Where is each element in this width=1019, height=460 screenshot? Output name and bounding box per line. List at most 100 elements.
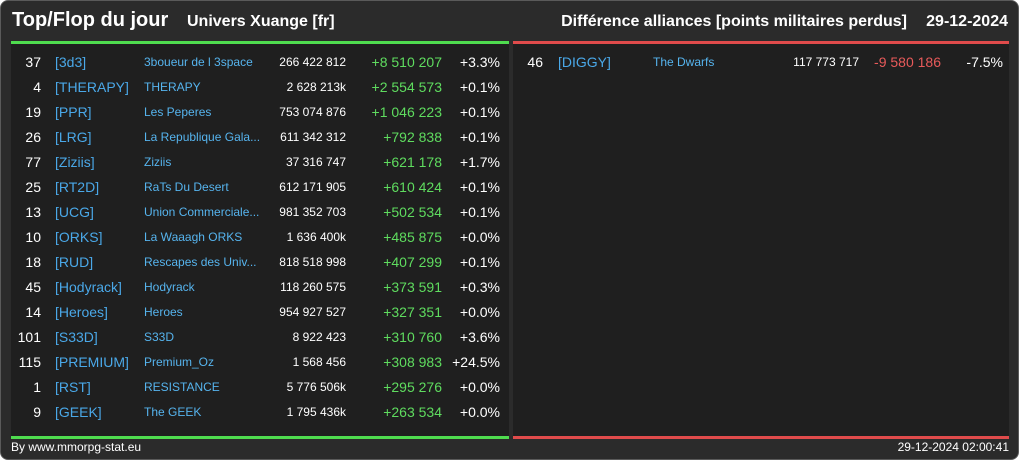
alliance-rank: 45: [25, 279, 41, 295]
update-timestamp: 29-12-2024 02:00:41: [897, 440, 1009, 454]
alliance-rank: 101: [17, 329, 41, 345]
alliance-tag-link[interactable]: [THERAPY]: [55, 79, 129, 95]
alliance-rank: 115: [18, 354, 41, 370]
alliance-tag-link[interactable]: [ORKS]: [55, 229, 103, 245]
top-row: 101 [S33D] S33D 8 922 423 +310 760 +3.6%: [11, 325, 509, 350]
alliance-points: 1 568 456: [292, 355, 346, 369]
percent-change: +0.0%: [459, 404, 500, 420]
alliance-points: 8 922 423: [292, 330, 346, 344]
alliance-points: 612 171 905: [279, 180, 346, 194]
alliance-name-link[interactable]: Rescapes des Univ...: [144, 255, 257, 269]
percent-change: +3.3%: [459, 54, 500, 70]
alliance-points: 118 260 575: [280, 280, 346, 294]
percent-change: +24.5%: [452, 354, 500, 370]
credit-text: By www.mmorpg-stat.eu: [11, 440, 142, 454]
points-difference: +1 046 223: [371, 104, 442, 120]
alliance-tag-link[interactable]: [DIGGY]: [558, 54, 611, 70]
points-difference: +263 534: [383, 404, 442, 420]
points-difference: +308 983: [383, 354, 442, 370]
alliance-tag-link[interactable]: [RST]: [55, 379, 91, 395]
percent-change: +0.1%: [459, 104, 500, 120]
points-difference: +373 591: [383, 279, 442, 295]
alliance-rank: 46: [527, 54, 543, 70]
alliance-rank: 4: [33, 79, 41, 95]
top-row: 13 [UCG] Union Commerciale... 981 352 703 +5…: [11, 200, 509, 225]
alliance-tag-link[interactable]: [3d3]: [55, 54, 87, 70]
alliance-tag-link[interactable]: [UCG]: [55, 204, 94, 220]
top-row: 26 [LRG] La Republique Gala... 611 342 312 +…: [11, 125, 509, 150]
alliance-name-link[interactable]: La Republique Gala...: [144, 130, 261, 144]
alliance-tag-link[interactable]: [GEEK]: [55, 404, 102, 420]
alliance-name-link[interactable]: Hodyrack: [144, 280, 195, 294]
points-difference: +610 424: [383, 179, 442, 195]
points-difference: +502 534: [383, 204, 442, 220]
alliance-name-link[interactable]: THERAPY: [144, 80, 201, 94]
alliance-name-link[interactable]: Heroes: [144, 305, 183, 319]
alliance-name-link[interactable]: S33D: [144, 330, 175, 344]
percent-change: +0.1%: [459, 204, 500, 220]
percent-change: +0.1%: [459, 254, 500, 270]
footer: By www.mmorpg-stat.eu 29-12-2024 02:00:4…: [1, 437, 1018, 459]
alliance-rank: 13: [25, 204, 41, 220]
percent-change: +1.7%: [459, 154, 500, 170]
points-difference: +407 299: [383, 254, 442, 270]
points-difference: +485 875: [383, 229, 442, 245]
alliance-rank: 77: [25, 154, 41, 170]
percent-change: +0.1%: [459, 129, 500, 145]
points-difference: +327 351: [383, 304, 442, 320]
alliance-name-link[interactable]: The Dwarfs: [653, 55, 715, 69]
top-row: 9 [GEEK] The GEEK 1 795 436k +263 534 +0.0%: [11, 400, 509, 425]
percent-change: +0.1%: [459, 179, 500, 195]
alliance-points: 954 927 527: [279, 305, 346, 319]
alliance-points: 818 518 998: [279, 255, 346, 269]
percent-change: -7.5%: [966, 54, 1003, 70]
alliance-tag-link[interactable]: [RT2D]: [55, 179, 100, 195]
points-difference: +2 554 573: [371, 79, 442, 95]
alliance-points: 37 316 747: [285, 155, 346, 169]
alliance-name-link[interactable]: RESISTANCE: [144, 380, 220, 394]
alliance-tag-link[interactable]: [RUD]: [55, 254, 94, 270]
page-title: Top/Flop du jour: [12, 9, 169, 31]
ranking-subtitle: Différence alliances [points militaires …: [561, 13, 907, 30]
alliance-tag-link[interactable]: [S33D]: [55, 329, 98, 345]
points-difference: -9 580 186: [874, 54, 941, 70]
alliance-tag-link[interactable]: [Heroes]: [55, 304, 108, 320]
points-difference: +295 276: [383, 379, 442, 395]
alliance-tag-link[interactable]: [PREMIUM]: [55, 354, 129, 370]
flop-panel: 46 [DIGGY] The Dwarfs 117 773 717 -9 580 186…: [513, 41, 1009, 439]
alliance-rank: 18: [25, 254, 41, 270]
alliance-name-link[interactable]: Union Commerciale...: [144, 205, 260, 219]
alliance-points: 1 795 436k: [286, 405, 346, 419]
top-row: 4 [THERAPY] THERAPY 2 628 213k +2 554 573 +0.…: [11, 75, 509, 100]
alliance-points: 5 776 506k: [286, 380, 346, 394]
alliance-name-link[interactable]: 3boueur de l 3space: [144, 55, 253, 69]
percent-change: +3.6%: [459, 329, 500, 345]
top-row: 77 [Ziziis] Ziziis 37 316 747 +621 178 +1.7%: [11, 150, 509, 175]
alliance-name-link[interactable]: La Waaagh ORKS: [144, 230, 243, 244]
top-panel: 37 [3d3] 3boueur de l 3space 266 422 812 +8 …: [11, 41, 509, 439]
alliance-points: 1 636 400k: [286, 230, 346, 244]
alliance-name-link[interactable]: Les Peperes: [144, 105, 212, 119]
alliance-tag-link[interactable]: [Ziziis]: [55, 154, 95, 170]
percent-change: +0.0%: [459, 229, 500, 245]
alliance-rank: 19: [25, 104, 41, 120]
points-difference: +792 838: [383, 129, 442, 145]
alliance-points: 2 628 213k: [286, 80, 346, 94]
flop-row: 46 [DIGGY] The Dwarfs 117 773 717 -9 580 186…: [513, 50, 1009, 75]
alliance-tag-link[interactable]: [PPR]: [55, 104, 92, 120]
percent-change: +0.0%: [459, 304, 500, 320]
alliance-tag-link[interactable]: [LRG]: [55, 129, 92, 145]
alliance-tag-link[interactable]: [Hodyrack]: [55, 279, 122, 295]
alliance-name-link[interactable]: Premium_Oz: [144, 355, 215, 369]
alliance-name-link[interactable]: RaTs Du Desert: [144, 180, 229, 194]
alliance-rank: 25: [25, 179, 41, 195]
points-difference: +621 178: [383, 154, 442, 170]
top-row: 10 [ORKS] La Waaagh ORKS 1 636 400k +485 875…: [11, 225, 509, 250]
top-row: 19 [PPR] Les Peperes 753 074 876 +1 046 223 +…: [11, 100, 509, 125]
alliance-name-link[interactable]: Ziziis: [144, 155, 172, 169]
alliance-name-link[interactable]: The GEEK: [144, 405, 202, 419]
alliance-points: 611 342 312: [280, 130, 346, 144]
percent-change: +0.0%: [459, 379, 500, 395]
top-row: 37 [3d3] 3boueur de l 3space 266 422 812 +8 …: [11, 50, 509, 75]
